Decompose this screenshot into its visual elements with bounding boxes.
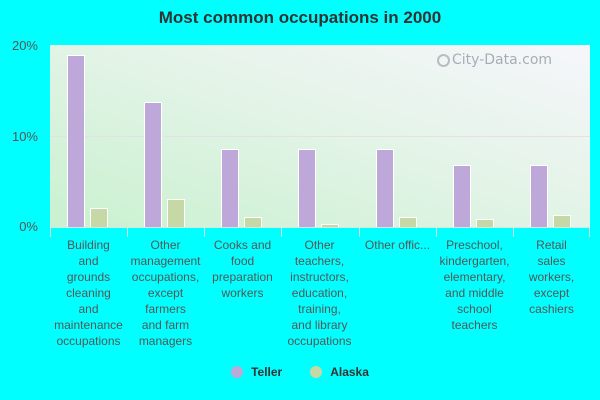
bar-teller[interactable] [376,149,394,227]
watermark-text: City-Data.com [452,52,553,68]
bar-alaska[interactable] [244,217,262,227]
x-tick-mark [513,227,514,237]
x-tick-mark [436,227,437,237]
legend-item-teller[interactable]: Teller [231,365,282,379]
bar-teller[interactable] [144,102,162,227]
teller-swatch-icon [231,366,244,378]
bar-teller[interactable] [221,149,239,227]
bar-alaska[interactable] [90,208,108,227]
magnifier-chart-icon [437,53,450,67]
alaska-swatch-icon [310,366,323,378]
legend-item-alaska[interactable]: Alaska [310,365,369,379]
x-tick-mark [127,227,128,237]
x-tick-mark [589,227,590,237]
legend-label-teller: Teller [251,365,283,379]
bar-teller[interactable] [453,165,471,227]
x-label: Other teachers, instructors, education, … [287,238,352,348]
legend-label-alaska: Alaska [330,365,369,379]
watermark: City-Data.com [437,52,552,68]
x-tick-mark [359,227,360,237]
bar-alaska[interactable] [476,219,494,227]
x-tick-mark [204,227,205,237]
y-tick-10: 10% [11,129,38,144]
legend: Teller Alaska [0,365,600,379]
gridline-10 [50,136,590,137]
bar-teller[interactable] [530,165,548,227]
bar-alaska[interactable] [553,215,571,227]
bar-alaska[interactable] [321,224,339,227]
x-axis [50,227,590,228]
y-tick-0: 0% [19,219,38,234]
y-tick-20: 20% [11,38,38,53]
x-label: Building and grounds cleaning and mainte… [54,238,123,348]
x-label: Retail sales workers, except cashiers [528,238,575,316]
x-tick-mark [281,227,282,237]
bar-alaska[interactable] [399,217,417,227]
x-label: Cooks and food preparation workers [212,238,273,300]
bar-teller[interactable] [67,55,85,227]
bar-alaska[interactable] [167,199,185,227]
x-label: Preschool, kindergarten, elementary, and… [439,238,510,332]
x-label: Other management occupations, except far… [130,238,201,348]
plot-area [50,45,590,227]
chart-title: Most common occupations in 2000 [158,8,442,27]
bar-teller[interactable] [298,149,316,227]
x-tick-mark [50,227,51,237]
x-label: Other offic... [364,238,431,252]
